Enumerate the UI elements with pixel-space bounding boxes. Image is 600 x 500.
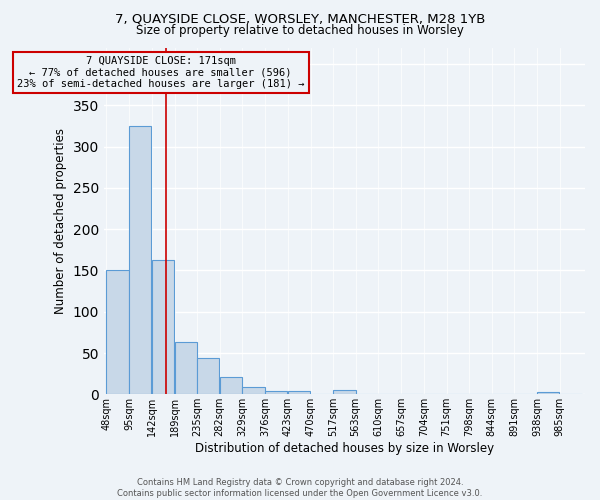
Bar — [175, 342, 197, 394]
Bar — [537, 392, 559, 394]
Text: Contains HM Land Registry data © Crown copyright and database right 2024.
Contai: Contains HM Land Registry data © Crown c… — [118, 478, 482, 498]
Text: Size of property relative to detached houses in Worsley: Size of property relative to detached ho… — [136, 24, 464, 37]
Bar — [129, 126, 151, 394]
Bar — [152, 260, 174, 394]
Bar — [242, 387, 265, 394]
Bar — [220, 377, 242, 394]
Bar — [106, 270, 128, 394]
Bar — [265, 391, 287, 394]
Bar — [197, 358, 219, 395]
Bar — [334, 390, 356, 394]
Bar — [288, 391, 310, 394]
Y-axis label: Number of detached properties: Number of detached properties — [54, 128, 67, 314]
Text: 7 QUAYSIDE CLOSE: 171sqm
← 77% of detached houses are smaller (596)
23% of semi-: 7 QUAYSIDE CLOSE: 171sqm ← 77% of detach… — [17, 56, 304, 89]
Text: 7, QUAYSIDE CLOSE, WORSLEY, MANCHESTER, M28 1YB: 7, QUAYSIDE CLOSE, WORSLEY, MANCHESTER, … — [115, 12, 485, 26]
X-axis label: Distribution of detached houses by size in Worsley: Distribution of detached houses by size … — [195, 442, 494, 455]
